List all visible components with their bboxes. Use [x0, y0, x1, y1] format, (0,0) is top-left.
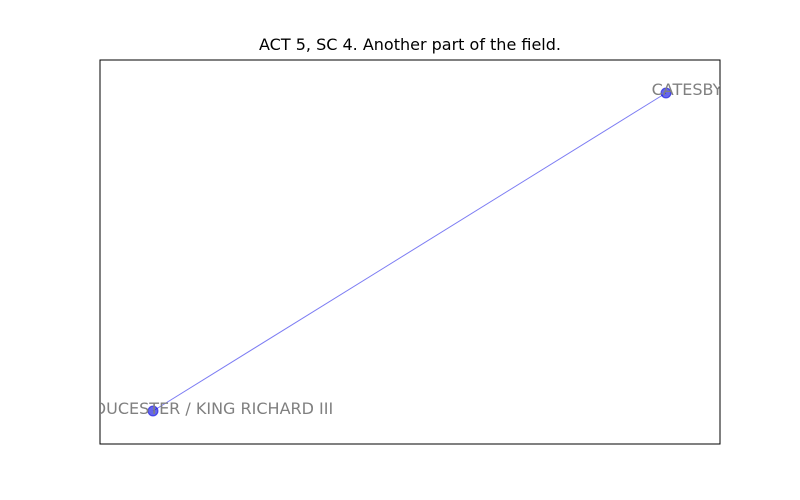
node-gloucester[interactable]: [147, 405, 159, 417]
edge-gloucester-catesby: [152, 92, 667, 412]
node-label-gloucester: GLOUCESTER / KING RICHARD III: [73, 399, 333, 418]
diagram-title: ACT 5, SC 4. Another part of the field.: [259, 35, 561, 54]
node-catesby[interactable]: [660, 87, 672, 99]
node-label-catesby: CATESBY: [652, 80, 723, 99]
